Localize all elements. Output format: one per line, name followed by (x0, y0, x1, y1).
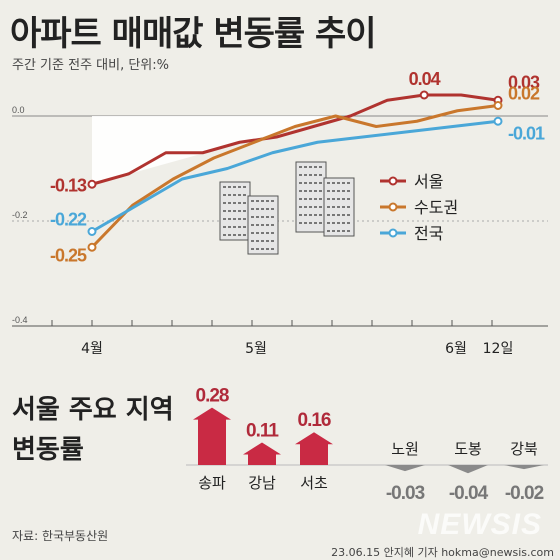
series-start-point (87, 227, 97, 236)
bar-up-arrow (193, 407, 231, 465)
x-tick-label: 12일 (483, 341, 514, 357)
bar-category-label: 서초 (300, 474, 328, 492)
bar-value-label: 0.11 (246, 420, 279, 441)
y-tick-label: -0.2 (12, 210, 28, 220)
legend-marker (388, 202, 398, 212)
x-tick-label: 6월 (445, 341, 467, 357)
bar-down-arrow (385, 465, 425, 472)
series-start-point (87, 179, 97, 189)
watermark-logo: NEWSIS (417, 508, 542, 541)
byline: 23.06.15 안지혜 기자 hokma@newsis.com (331, 546, 554, 559)
source-note: 자료: 한국부동산원 (12, 529, 109, 543)
legend-label: 서울 (414, 172, 443, 191)
page-title: 아파트 매매값 변동률 추이 (10, 14, 377, 54)
series-start-label: -0.22 (50, 210, 87, 230)
legend-marker (388, 228, 398, 238)
bar-value-label: 0.28 (196, 386, 229, 407)
series-end-point (493, 101, 503, 110)
bar-value-label: 0.16 (298, 410, 331, 431)
series-start-label: -0.25 (50, 245, 87, 265)
bar-value-label: -0.02 (505, 483, 544, 504)
legend-marker (388, 176, 398, 186)
series-end-label: 0.02 (508, 84, 540, 104)
bar-category-label: 노원 (391, 440, 419, 458)
series-peak-point (419, 90, 429, 100)
legend-label: 수도권 (414, 198, 458, 217)
bar-chart-title-line2: 변동률 (12, 435, 84, 465)
legend-label: 전국 (414, 224, 443, 243)
bar-value-label: -0.03 (386, 483, 425, 504)
bar-category-label: 강남 (248, 474, 276, 492)
series-line-capital (90, 104, 499, 249)
bar-down-arrow (448, 465, 488, 474)
series-end-point (493, 116, 503, 126)
series-end-label: 0.03 (508, 72, 540, 92)
x-tick-label: 4월 (81, 341, 103, 357)
chart-subtitle: 주간 기준 전주 대비, 단위:% (12, 58, 169, 73)
series-line-seoul (91, 93, 499, 186)
bar-up-arrow (243, 442, 281, 465)
bar-chart-title-line1: 서울 주요 지역 (12, 395, 174, 425)
series-peak-label: 0.04 (409, 69, 441, 89)
bar-category-label: 도봉 (454, 440, 482, 458)
bar-value-label: -0.04 (449, 483, 489, 504)
x-tick-label: 5월 (245, 341, 267, 357)
building-illustration (295, 161, 327, 233)
bar-down-arrow (504, 465, 544, 470)
series-start-point (87, 242, 97, 252)
series-start-label: -0.13 (50, 175, 87, 195)
y-tick-label: 0.0 (12, 105, 25, 115)
highlight-area (92, 116, 340, 185)
series-end-label: -0.01 (508, 123, 545, 143)
bar-category-label: 송파 (198, 474, 226, 492)
bar-up-arrow (295, 432, 333, 465)
series-line-national (91, 119, 499, 233)
bar-category-label: 강북 (510, 440, 538, 458)
y-tick-label: -0.4 (12, 315, 28, 325)
